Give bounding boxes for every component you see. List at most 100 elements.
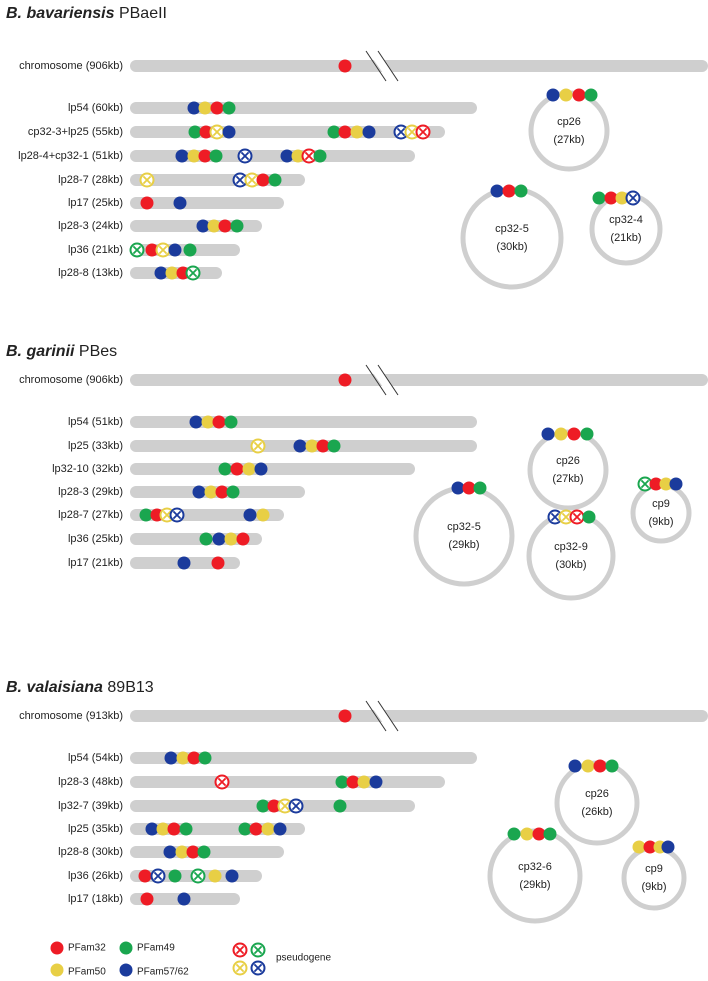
gene-dot — [559, 88, 573, 102]
circular-size: (27kb) — [553, 134, 584, 146]
dot — [164, 751, 178, 765]
dot — [333, 799, 347, 813]
gene-dot — [209, 149, 223, 163]
gene-dot — [189, 415, 203, 429]
circular-name: cp9 — [652, 498, 670, 510]
cross — [235, 945, 245, 955]
dot — [196, 219, 210, 233]
gene-dot — [451, 481, 465, 495]
dot — [580, 427, 594, 441]
legend-label: PFam49 — [137, 943, 175, 954]
dot — [543, 827, 557, 841]
gene-dot — [140, 892, 154, 906]
gene-dot — [222, 101, 236, 115]
dot — [338, 373, 352, 387]
plasmid-label: lp54 (54kb) — [68, 752, 123, 764]
gene-dot — [293, 439, 307, 453]
dot — [236, 532, 250, 546]
dot — [369, 775, 383, 789]
dot — [305, 439, 319, 453]
gene-dot — [222, 125, 236, 139]
dot — [582, 510, 596, 524]
gene-dot — [541, 427, 555, 441]
plasmid-label: lp17 (18kb) — [68, 893, 123, 905]
cross — [640, 479, 650, 489]
circular-name: cp26 — [585, 788, 609, 800]
plasmid-label: lp28-3 (29kb) — [58, 486, 123, 498]
dot — [649, 477, 663, 491]
circular-plasmid — [589, 192, 663, 266]
gene-dot — [168, 869, 182, 883]
dot — [604, 191, 618, 205]
legend-label: PFam32 — [68, 943, 106, 954]
gene-dot — [198, 101, 212, 115]
cross — [418, 127, 428, 137]
dot — [632, 840, 646, 854]
dot — [50, 941, 64, 955]
dot — [224, 532, 238, 546]
circular-size: (9kb) — [641, 881, 666, 893]
dot — [140, 196, 154, 210]
break-line — [377, 50, 399, 82]
gene-dot — [218, 462, 232, 476]
dot — [273, 822, 287, 836]
gene-dot — [173, 196, 187, 210]
plasmid-label: lp25 (33kb) — [68, 440, 123, 452]
plasmid-label: lp17 (25kb) — [68, 197, 123, 209]
circular-size: (30kb) — [496, 241, 527, 253]
gene-dot — [209, 124, 225, 140]
gene-dot — [362, 125, 376, 139]
dot — [192, 485, 206, 499]
dot — [139, 508, 153, 522]
dot — [222, 101, 236, 115]
dot — [225, 869, 239, 883]
gene-dot — [177, 892, 191, 906]
plasmid-bar — [130, 150, 415, 162]
gene-dot — [215, 485, 229, 499]
gene-dot — [249, 822, 263, 836]
dot — [177, 556, 191, 570]
dot — [50, 963, 64, 977]
gene-dot — [643, 840, 657, 854]
cross — [304, 151, 314, 161]
species: B. valaisiana — [6, 679, 103, 696]
dot — [212, 415, 226, 429]
dot — [119, 941, 133, 955]
gene-dot — [333, 799, 347, 813]
circular-plasmid — [460, 186, 564, 290]
gene-dot — [201, 415, 215, 429]
gene-dot — [546, 88, 560, 102]
break-line — [365, 364, 387, 396]
dot — [256, 173, 270, 187]
dot — [669, 477, 683, 491]
dot — [592, 191, 606, 205]
legend-label: PFam50 — [68, 967, 106, 978]
chromosome-label: chromosome (906kb) — [19, 60, 123, 72]
circular-name: cp32-9 — [554, 541, 588, 553]
plasmid-label: cp32-3+lp25 (55kb) — [28, 126, 123, 138]
gene-dot — [169, 507, 185, 523]
dot — [218, 462, 232, 476]
circular-size: (26kb) — [581, 806, 612, 818]
gene-dot — [150, 868, 166, 884]
cross — [407, 127, 417, 137]
dot — [211, 556, 225, 570]
gene-dot — [212, 415, 226, 429]
gene-dot — [188, 125, 202, 139]
circular-name: cp26 — [556, 455, 580, 467]
gene-dot — [572, 88, 586, 102]
legend-label: PFam57/62 — [137, 967, 189, 978]
dot — [201, 415, 215, 429]
cross — [280, 801, 290, 811]
break-line — [365, 700, 387, 732]
dot — [154, 266, 168, 280]
circular-plasmid — [526, 511, 616, 601]
gene-dot — [138, 869, 152, 883]
gene-dot — [267, 799, 281, 813]
circular-plasmid — [630, 482, 692, 544]
dot — [175, 149, 189, 163]
gene-dot — [119, 941, 133, 955]
gene-dot — [415, 124, 431, 140]
circular-name: cp32-6 — [518, 861, 552, 873]
gene-dot — [232, 960, 248, 976]
